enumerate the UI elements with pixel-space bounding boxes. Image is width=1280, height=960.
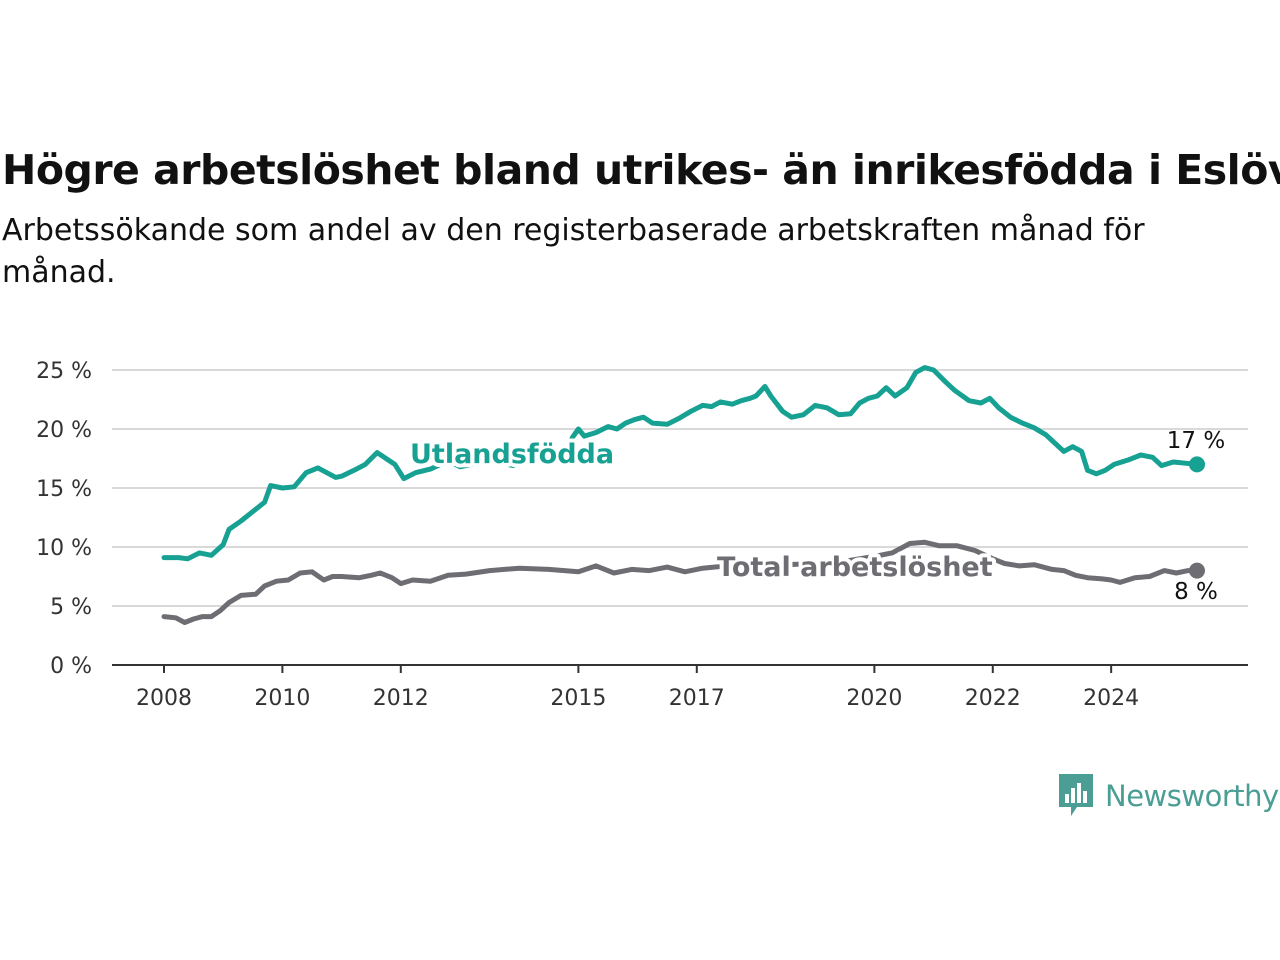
end-label-utlandsfodda: 17 % xyxy=(1167,428,1225,454)
end-label-total: 8 % xyxy=(1174,579,1218,605)
y-tick-label: 25 % xyxy=(36,359,92,384)
y-tick-label: 0 % xyxy=(50,654,92,679)
series-label-utlandsfodda: Utlandsfödda xyxy=(410,439,614,470)
chart-title: Högre arbetslöshet bland utrikes- än inr… xyxy=(2,146,1280,194)
x-tick-label: 2015 xyxy=(550,686,606,711)
y-tick-label: 20 % xyxy=(36,418,92,443)
y-tick-label: 15 % xyxy=(36,477,92,502)
x-tick-label: 2008 xyxy=(136,686,192,711)
series-line-utlandsfodda xyxy=(161,365,1200,562)
brand-name: Newsworthy xyxy=(1105,779,1279,813)
newsworthy-logo: Newsworthy xyxy=(1059,774,1279,818)
end-point-total xyxy=(1189,562,1205,579)
y-axis-ticks: 0 % 5 % 10 % 15 % 20 % 25 % xyxy=(36,359,92,679)
series-labels: Utlandsfödda Total arbetslöshet 17 % 8 % xyxy=(406,428,1225,605)
x-tick-label: 2020 xyxy=(846,686,902,711)
x-tick-label: 2017 xyxy=(669,686,725,711)
chart-subtitle: Arbetssökande som andel av den registerb… xyxy=(2,213,1145,290)
end-point-utlandsfodda xyxy=(1189,456,1205,473)
y-tick-label: 5 % xyxy=(50,595,92,620)
x-axis-ticks: 2008 2010 2012 2015 2017 2020 2022 2024 xyxy=(136,665,1139,711)
x-tick-label: 2012 xyxy=(373,686,429,711)
gridlines xyxy=(112,369,1248,666)
newsworthy-logo-icon xyxy=(1059,774,1093,816)
x-tick-label: 2010 xyxy=(254,686,310,711)
y-tick-label: 10 % xyxy=(36,536,92,561)
series-label-total: Total arbetslöshet xyxy=(717,552,993,583)
x-tick-label: 2024 xyxy=(1083,686,1139,711)
x-tick-label: 2022 xyxy=(965,686,1021,711)
series-lines xyxy=(161,365,1205,625)
series-line-total xyxy=(161,539,1200,625)
